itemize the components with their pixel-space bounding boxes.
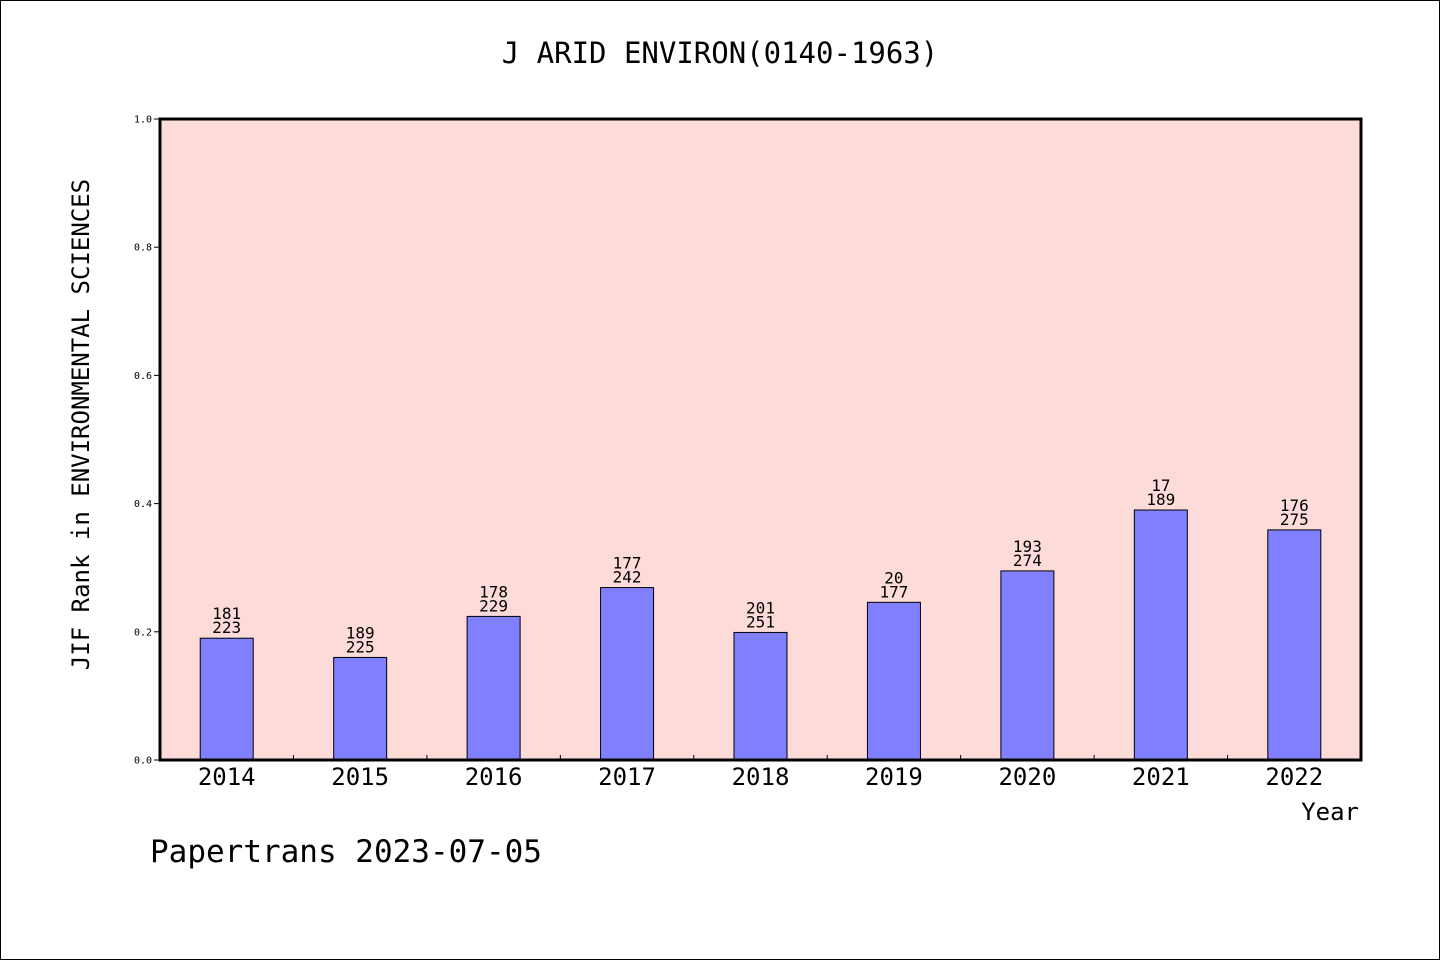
bar-label-bottom: 274 <box>1013 551 1042 570</box>
footer-note: Papertrans 2023-07-05 <box>150 834 542 870</box>
x-tick-label: 2021 <box>1132 763 1190 791</box>
y-tick-label: 1.0 <box>134 115 152 126</box>
bar-label-top: 178 <box>479 582 508 601</box>
x-axis-title: Year <box>1301 798 1359 826</box>
y-tick-label: 0.8 <box>134 243 152 254</box>
bar-label-bottom: 229 <box>479 596 508 615</box>
bar <box>199 637 254 761</box>
bar-label-bottom: 275 <box>1280 510 1309 529</box>
bar <box>600 587 655 761</box>
bar <box>1000 570 1055 761</box>
x-tick-label: 2018 <box>732 763 790 791</box>
bar-label-top: 176 <box>1280 496 1309 515</box>
bar-label-bottom: 225 <box>346 637 375 656</box>
y-tick-label: 0.0 <box>134 756 152 767</box>
x-axis: 2014 2015 2016 2017 2018 2019 2020 2021 2022 <box>198 755 1323 791</box>
y-axis-title: JIF Rank in ENVIRONMENTAL SCIENCES <box>67 179 95 670</box>
plot-border <box>158 117 1363 762</box>
bar-label-top: 181 <box>212 604 241 623</box>
bar <box>1267 529 1322 761</box>
x-tick-label: 2022 <box>1265 763 1323 791</box>
bar <box>866 601 921 761</box>
bar-label-bottom: 189 <box>1146 490 1175 509</box>
x-tick-label: 2015 <box>331 763 389 791</box>
x-tick-label: 2020 <box>998 763 1056 791</box>
bar-label-top: 193 <box>1013 537 1042 556</box>
bar-label-top: 20 <box>884 568 903 587</box>
chart-title: J ARID ENVIRON(0140-1963) <box>501 36 939 70</box>
x-tick-label: 2016 <box>465 763 523 791</box>
x-tick-label: 2019 <box>865 763 923 791</box>
bar-label-bottom: 242 <box>613 568 642 587</box>
bar-label-bottom: 177 <box>879 582 908 601</box>
bar-label-top: 177 <box>613 554 642 573</box>
bar-label-bottom: 223 <box>212 618 241 637</box>
bar <box>466 615 521 761</box>
bar-label-top: 189 <box>346 623 375 642</box>
bar <box>1133 509 1188 761</box>
bar <box>733 631 788 761</box>
bar <box>333 656 388 761</box>
bar-label-top: 17 <box>1151 476 1170 495</box>
x-tick-label: 2017 <box>598 763 656 791</box>
y-tick-label: 0.4 <box>134 499 152 510</box>
y-tick-label: 0.2 <box>134 627 152 638</box>
x-tick-label: 2014 <box>198 763 256 791</box>
y-tick-label: 0.6 <box>134 371 152 382</box>
y-axis: 0.0 0.2 0.4 0.6 0.8 1.0 <box>134 115 160 767</box>
bar-label-bottom: 251 <box>746 612 775 631</box>
bar-label-top: 201 <box>746 598 775 617</box>
